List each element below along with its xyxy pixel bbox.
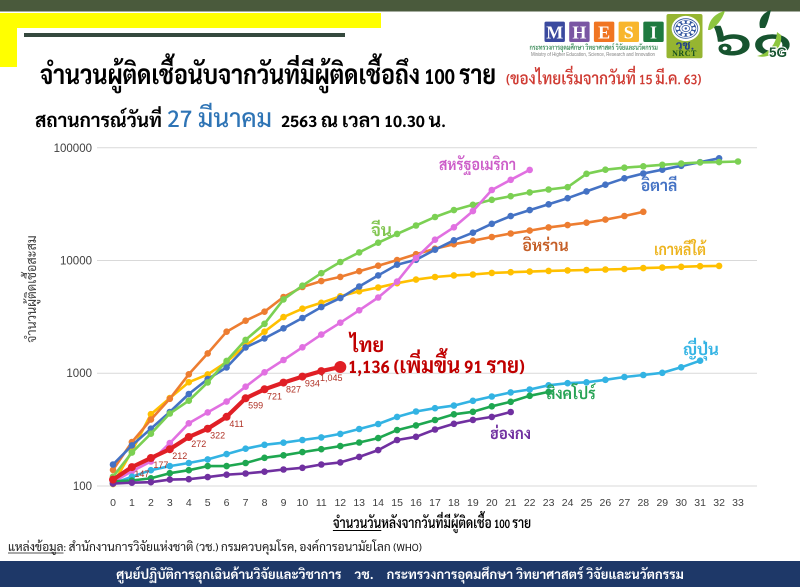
svg-text:32: 32 [713,497,725,509]
svg-text:33: 33 [732,497,744,509]
svg-text:NRCT: NRCT [672,49,697,58]
svg-text:1,045: 1,045 [320,373,343,383]
svg-text:11: 11 [316,497,327,509]
svg-text:721: 721 [267,391,282,401]
svg-text:30: 30 [675,497,687,509]
svg-text:322: 322 [210,431,225,441]
svg-text:2: 2 [148,497,154,509]
svg-text:3: 3 [167,497,173,509]
svg-text:17: 17 [429,497,441,509]
svg-text:20: 20 [486,497,498,509]
svg-text:0: 0 [110,497,116,509]
svg-text:1: 1 [129,497,135,509]
svg-text:10000: 10000 [60,256,92,268]
svg-text:E: E [598,22,610,42]
svg-text:827: 827 [286,385,301,395]
svg-text:8: 8 [262,497,268,509]
svg-text:6: 6 [224,497,230,509]
svg-text:18: 18 [448,497,460,509]
svg-text:10: 10 [297,497,309,509]
svg-text:16: 16 [410,497,422,509]
svg-text:I: I [650,22,657,42]
svg-text:599: 599 [248,400,263,410]
svg-text:M: M [546,22,563,42]
svg-text:S: S [624,22,634,42]
svg-text:1000: 1000 [66,368,92,380]
svg-text:23: 23 [543,497,555,509]
svg-text:21: 21 [505,497,517,509]
svg-text:411: 411 [229,419,243,429]
svg-text:31: 31 [694,497,706,509]
svg-text:5: 5 [205,497,211,509]
svg-text:272: 272 [191,439,206,449]
svg-text:29: 29 [656,497,668,509]
svg-text:19: 19 [467,497,479,509]
svg-text:Ministry of Higher Education,: Ministry of Higher Education, Science, R… [531,52,655,58]
svg-text:9: 9 [281,497,287,509]
svg-text:934: 934 [305,379,320,389]
svg-text:13: 13 [353,497,365,509]
svg-text:25: 25 [581,497,593,509]
svg-text:100000: 100000 [54,143,92,155]
svg-text:14: 14 [372,497,384,509]
svg-text:22: 22 [524,497,536,509]
svg-text:27: 27 [619,497,631,509]
svg-text:7: 7 [243,497,249,509]
svg-text:15: 15 [391,497,403,509]
svg-text:5G: 5G [769,45,787,60]
svg-text:26: 26 [600,497,612,509]
svg-text:4: 4 [186,497,192,509]
svg-text:147: 147 [134,469,149,479]
svg-text:H: H [572,22,586,42]
svg-text:28: 28 [637,497,649,509]
svg-text:100: 100 [73,481,92,493]
svg-text:177: 177 [153,460,168,470]
svg-text:24: 24 [562,497,574,509]
svg-text:12: 12 [334,497,346,509]
svg-text:212: 212 [172,451,187,461]
